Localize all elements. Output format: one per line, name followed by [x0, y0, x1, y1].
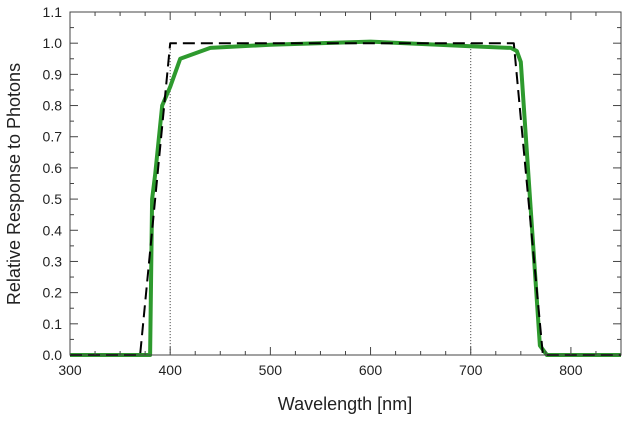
y-tick-label: 1.0 [43, 35, 63, 51]
y-tick-label: 0.0 [43, 347, 63, 363]
y-tick-label: 0.1 [43, 316, 63, 332]
y-tick-label: 0.6 [43, 160, 63, 176]
x-tick-label: 600 [359, 362, 383, 378]
y-tick-label: 0.7 [43, 129, 63, 145]
x-tick-label: 300 [58, 362, 82, 378]
y-tick-label: 0.4 [43, 222, 63, 238]
x-tick-label: 800 [559, 362, 583, 378]
x-axis-label: Wavelength [nm] [278, 394, 412, 414]
y-tick-label: 0.8 [43, 98, 63, 114]
y-axis-label: Relative Response to Photons [4, 63, 24, 305]
y-tick-label: 0.2 [43, 285, 63, 301]
y-tick-label: 0.5 [43, 191, 63, 207]
y-tick-label: 0.3 [43, 253, 63, 269]
y-tick-label: 1.1 [43, 4, 63, 20]
y-tick-label: 0.9 [43, 66, 63, 82]
x-tick-label: 500 [259, 362, 283, 378]
x-tick-label: 400 [159, 362, 183, 378]
x-tick-label: 700 [459, 362, 483, 378]
measured-response-line [70, 39, 621, 357]
